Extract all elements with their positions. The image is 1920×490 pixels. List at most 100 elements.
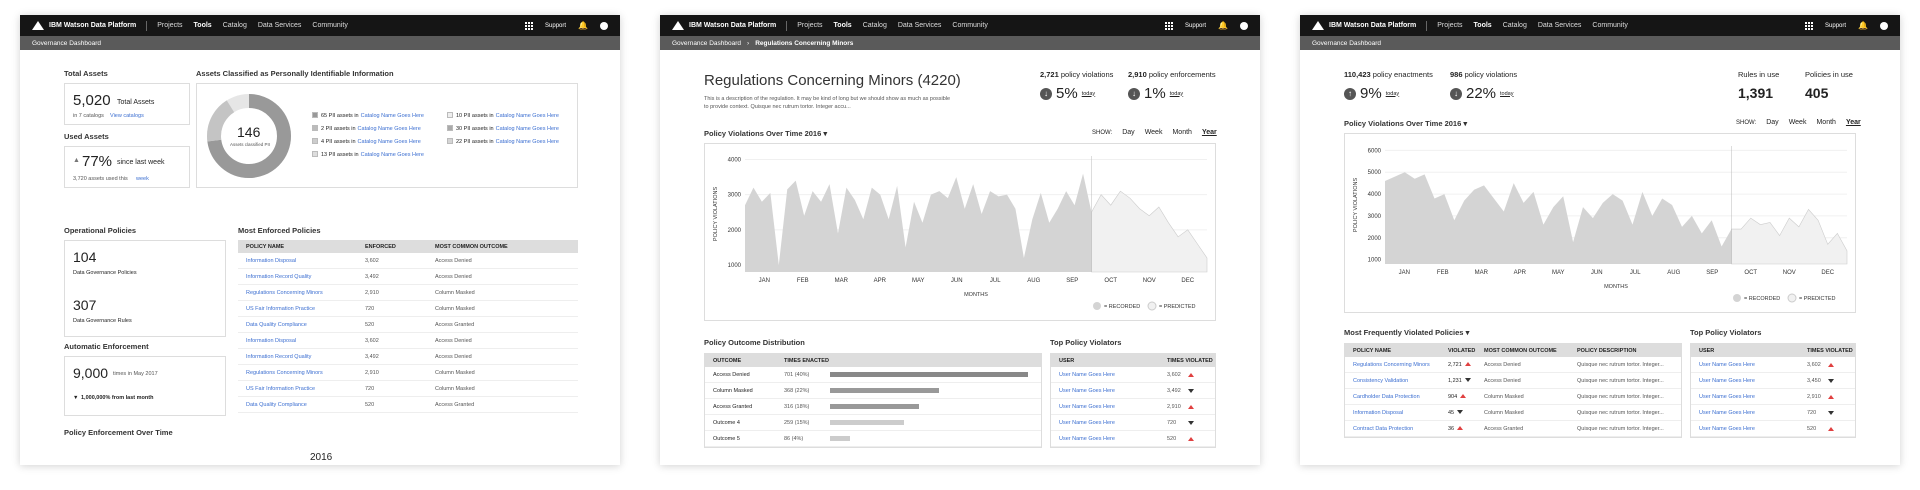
col-enforced[interactable]: ENFORCED bbox=[365, 243, 396, 250]
table-row[interactable]: Information Record Quality 3,492 Access De… bbox=[238, 349, 578, 365]
view-catalogs-link[interactable]: View catalogs bbox=[110, 113, 144, 119]
brand-title[interactable]: IBM Watson Data Platform bbox=[1329, 22, 1417, 29]
nav-data-services[interactable]: Data Services bbox=[897, 22, 942, 29]
nav-catalog[interactable]: Catalog bbox=[222, 22, 247, 29]
notification-bell-icon[interactable]: 🔔 bbox=[1218, 21, 1228, 30]
col-outcome[interactable]: OUTCOME bbox=[713, 357, 742, 364]
policy-name-link[interactable]: US Fair Information Practice bbox=[246, 385, 316, 392]
col-times-enacted[interactable]: TIMES ENACTED bbox=[784, 357, 829, 364]
tab-day[interactable]: Day bbox=[1122, 129, 1135, 136]
catalog-link[interactable]: Catalog Name Goes Here bbox=[357, 126, 421, 132]
chart-title-dropdown[interactable]: Policy Violations Over Time 2016 ▾ bbox=[704, 129, 827, 138]
catalog-link[interactable]: Catalog Name Goes Here bbox=[495, 113, 559, 119]
table-row[interactable]: Information Disposal 45 Column Masked Quisq… bbox=[1345, 405, 1681, 421]
user-avatar[interactable] bbox=[1880, 21, 1888, 30]
user-link[interactable]: User Name Goes Here bbox=[1059, 387, 1115, 394]
nav-projects[interactable]: Projects bbox=[1437, 22, 1463, 29]
user-avatar[interactable] bbox=[1240, 21, 1248, 30]
nav-community[interactable]: Community bbox=[312, 22, 348, 29]
policy-name-link[interactable]: Data Quality Compliance bbox=[246, 321, 307, 328]
nav-projects[interactable]: Projects bbox=[157, 22, 183, 29]
policy-name-link[interactable]: Information Disposal bbox=[1353, 409, 1404, 416]
catalog-link[interactable]: Catalog Name Goes Here bbox=[357, 139, 421, 145]
col-policy-description[interactable]: POLICY DESCRIPTION bbox=[1577, 347, 1637, 354]
catalog-link[interactable]: Catalog Name Goes Here bbox=[495, 139, 559, 145]
nav-tools[interactable]: Tools bbox=[193, 22, 212, 29]
table-row[interactable]: User Name Goes Here 2,910 bbox=[1691, 389, 1855, 405]
table-row[interactable]: User Name Goes Here 720 bbox=[1051, 415, 1215, 431]
catalog-link[interactable]: Catalog Name Goes Here bbox=[360, 113, 424, 119]
col-times-violated[interactable]: TIMES VIOLATED bbox=[1807, 347, 1853, 354]
user-link[interactable]: User Name Goes Here bbox=[1059, 403, 1115, 410]
table-row[interactable]: User Name Goes Here 2,910 bbox=[1051, 399, 1215, 415]
tab-week[interactable]: Week bbox=[1788, 119, 1807, 126]
policy-name-link[interactable]: Information Disposal bbox=[246, 337, 297, 344]
table-row[interactable]: Consistency Validation 1,231 Access Denied… bbox=[1345, 373, 1681, 389]
table-row[interactable]: Regulations Concerning Minors 2,910 Column… bbox=[238, 285, 578, 301]
policy-name-link[interactable]: Data Quality Compliance bbox=[246, 401, 307, 408]
table-row[interactable]: User Name Goes Here 3,450 bbox=[1691, 373, 1855, 389]
user-link[interactable]: User Name Goes Here bbox=[1699, 377, 1755, 384]
nav-data-services[interactable]: Data Services bbox=[257, 22, 302, 29]
user-link[interactable]: User Name Goes Here bbox=[1699, 409, 1755, 416]
table-row[interactable]: User Name Goes Here 3,492 bbox=[1051, 383, 1215, 399]
tab-day[interactable]: Day bbox=[1766, 119, 1779, 126]
breadcrumb-governance-dashboard[interactable]: Governance Dashboard bbox=[1312, 39, 1382, 47]
breadcrumb-governance-dashboard[interactable]: Governance Dashboard bbox=[32, 39, 102, 47]
policy-name-link[interactable]: Information Record Quality bbox=[246, 273, 312, 280]
table-row[interactable]: User Name Goes Here 520 bbox=[1691, 421, 1855, 437]
table-row[interactable]: Data Quality Compliance 520 Access Granted bbox=[238, 317, 578, 333]
nav-community[interactable]: Community bbox=[952, 22, 988, 29]
nav-tools[interactable]: Tools bbox=[833, 22, 852, 29]
user-link[interactable]: User Name Goes Here bbox=[1059, 435, 1115, 442]
col-most-common-outcome[interactable]: MOST COMMON OUTCOME bbox=[435, 243, 508, 250]
most-violated-dropdown[interactable]: Most Frequently Violated Policies ▾ bbox=[1344, 328, 1469, 337]
user-link[interactable]: User Name Goes Here bbox=[1699, 425, 1755, 432]
col-violated[interactable]: VIOLATED bbox=[1448, 347, 1476, 354]
table-row[interactable]: US Fair Information Practice 720 Column Ma… bbox=[238, 301, 578, 317]
app-switcher-icon[interactable] bbox=[1805, 21, 1814, 30]
app-switcher-icon[interactable] bbox=[1165, 21, 1174, 30]
table-row[interactable]: User Name Goes Here 3,602 bbox=[1051, 367, 1215, 383]
today-dropdown[interactable]: today bbox=[1500, 90, 1514, 97]
tab-month[interactable]: Month bbox=[1172, 129, 1192, 136]
policy-name-link[interactable]: Regulations Concerning Minors bbox=[246, 289, 323, 296]
brand-title[interactable]: IBM Watson Data Platform bbox=[689, 22, 777, 29]
table-row[interactable]: Regulations Concerning Minors 2,721 Access… bbox=[1345, 357, 1681, 373]
col-policy-name[interactable]: POLICY NAME bbox=[246, 243, 285, 250]
today-dropdown[interactable]: today bbox=[1081, 90, 1096, 97]
user-avatar[interactable] bbox=[600, 21, 608, 30]
col-user[interactable]: USER bbox=[1059, 357, 1075, 364]
table-row[interactable]: Information Disposal 3,602 Access Denied bbox=[238, 333, 578, 349]
app-switcher-icon[interactable] bbox=[525, 21, 534, 30]
table-row[interactable]: Data Quality Compliance 520 Access Granted bbox=[238, 397, 578, 413]
nav-catalog[interactable]: Catalog bbox=[862, 22, 887, 29]
col-most-common-outcome[interactable]: MOST COMMON OUTCOME bbox=[1484, 347, 1557, 354]
policy-name-link[interactable]: US Fair Information Practice bbox=[246, 305, 316, 312]
tab-month[interactable]: Month bbox=[1816, 119, 1836, 126]
nav-catalog[interactable]: Catalog bbox=[1502, 22, 1527, 29]
table-row[interactable]: User Name Goes Here 3,602 bbox=[1691, 357, 1855, 373]
table-row[interactable]: User Name Goes Here 520 bbox=[1051, 431, 1215, 447]
notification-bell-icon[interactable]: 🔔 bbox=[1858, 21, 1868, 30]
policy-name-link[interactable]: Regulations Concerning Minors bbox=[1353, 361, 1430, 368]
policy-name-link[interactable]: Consistency Validation bbox=[1353, 377, 1409, 384]
today-dropdown[interactable]: today bbox=[1385, 90, 1400, 97]
nav-tools[interactable]: Tools bbox=[1473, 22, 1492, 29]
table-row[interactable]: User Name Goes Here 720 bbox=[1691, 405, 1855, 421]
table-row[interactable]: US Fair Information Practice 720 Column Ma… bbox=[238, 381, 578, 397]
table-row[interactable]: Regulations Concerning Minors 2,910 Column… bbox=[238, 365, 578, 381]
support-link[interactable]: Support bbox=[1185, 22, 1207, 29]
policy-name-link[interactable]: Cardholder Data Protection bbox=[1353, 393, 1420, 400]
nav-data-services[interactable]: Data Services bbox=[1537, 22, 1582, 29]
col-times-violated[interactable]: TIMES VIOLATED bbox=[1167, 357, 1213, 364]
nav-community[interactable]: Community bbox=[1592, 22, 1628, 29]
table-row[interactable]: Information Record Quality 3,492 Access De… bbox=[238, 269, 578, 285]
tab-year[interactable]: Year bbox=[1201, 129, 1217, 136]
support-link[interactable]: Support bbox=[1825, 22, 1847, 29]
table-row[interactable]: Information Disposal 3,602 Access Denied bbox=[238, 253, 578, 269]
col-policy-name[interactable]: POLICY NAME bbox=[1353, 347, 1392, 354]
policy-name-link[interactable]: Regulations Concerning Minors bbox=[246, 369, 323, 376]
nav-projects[interactable]: Projects bbox=[797, 22, 823, 29]
policy-name-link[interactable]: Information Disposal bbox=[246, 257, 297, 264]
